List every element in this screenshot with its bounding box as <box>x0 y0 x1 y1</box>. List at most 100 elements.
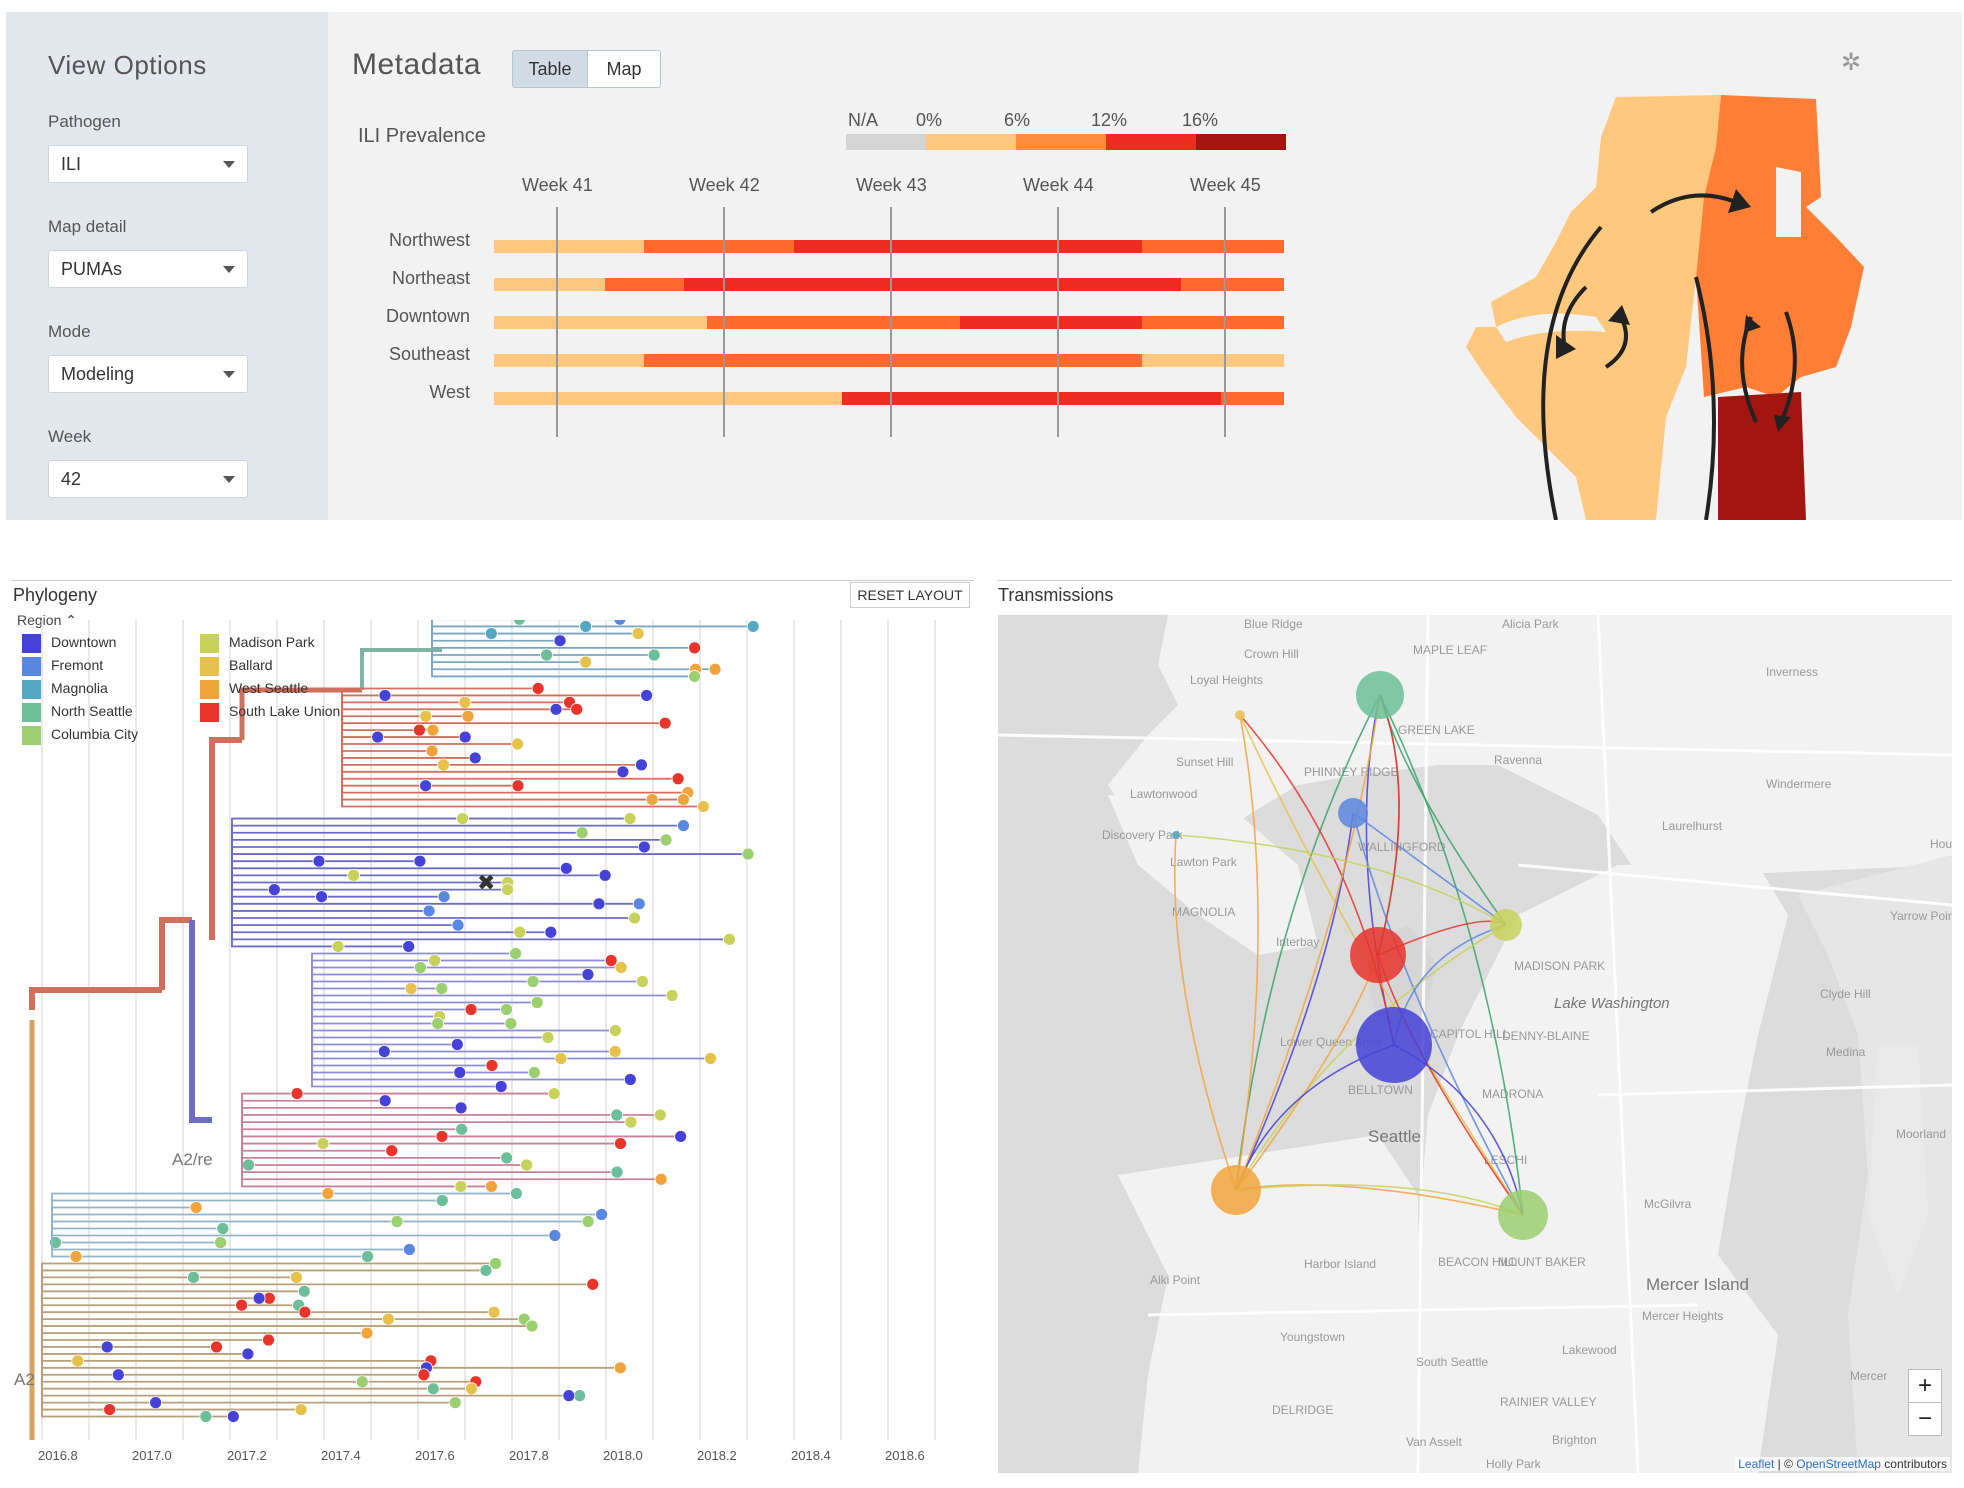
tree-tip[interactable] <box>312 854 326 868</box>
tree-tip[interactable] <box>426 1382 440 1396</box>
tree-tip[interactable] <box>316 1137 330 1150</box>
tree-tip[interactable] <box>688 670 702 683</box>
tree-tip[interactable] <box>252 1291 266 1305</box>
tree-tip[interactable] <box>262 1333 275 1347</box>
tree-tip[interactable] <box>100 1340 114 1354</box>
tree-tip[interactable] <box>592 897 606 911</box>
tree-tip[interactable] <box>586 1277 600 1291</box>
tree-tip[interactable] <box>413 854 427 868</box>
tree-tip[interactable] <box>431 1017 445 1030</box>
tree-tip[interactable] <box>417 1368 431 1382</box>
tree-tip[interactable] <box>570 702 584 716</box>
tree-tip[interactable] <box>448 1396 462 1410</box>
region-node[interactable] <box>1498 1190 1548 1240</box>
region-node[interactable] <box>1356 671 1404 719</box>
tree-tip[interactable] <box>704 1052 717 1065</box>
region-node[interactable] <box>1356 1007 1432 1083</box>
tree-tip[interactable] <box>187 1270 200 1284</box>
tree-tip[interactable] <box>461 709 475 723</box>
tree-tip[interactable] <box>645 793 659 806</box>
tree-tip[interactable] <box>321 1187 335 1200</box>
tree-tip[interactable] <box>437 758 450 772</box>
tree-tip[interactable] <box>419 779 433 793</box>
tree-tip[interactable] <box>315 890 328 904</box>
tree-tip[interactable] <box>579 655 593 669</box>
tree-tip[interactable] <box>468 751 482 765</box>
tree-tip[interactable] <box>511 779 525 793</box>
tree-tip[interactable] <box>575 826 589 840</box>
tree-tip[interactable] <box>419 709 433 723</box>
tree-tip[interactable] <box>636 975 649 988</box>
tree-tip[interactable] <box>465 1382 478 1396</box>
tree-tip[interactable] <box>378 1094 392 1108</box>
tree-tip[interactable] <box>509 947 522 960</box>
gear-icon[interactable]: ✲ <box>1841 49 1862 76</box>
tree-tip[interactable] <box>608 1045 622 1058</box>
tab-table[interactable]: Table <box>512 50 588 88</box>
tree-tip[interactable] <box>435 1130 449 1143</box>
tree-tip[interactable] <box>559 861 573 875</box>
tree-tip[interactable] <box>541 1031 555 1044</box>
tree-tip[interactable] <box>414 961 427 974</box>
tree-tip[interactable] <box>458 695 472 709</box>
tree-tip[interactable] <box>665 989 679 1002</box>
tree-tip[interactable] <box>360 1326 374 1340</box>
leaflet-link[interactable]: Leaflet <box>1738 1457 1775 1471</box>
tree-tip[interactable] <box>613 620 627 626</box>
tree-tip[interactable] <box>671 772 685 786</box>
tree-tip[interactable] <box>581 968 595 981</box>
tree-tip[interactable] <box>290 1087 304 1100</box>
tree-tip[interactable] <box>631 627 645 640</box>
tree-tip[interactable] <box>241 1347 255 1361</box>
tree-tip[interactable] <box>632 897 646 911</box>
tree-tip[interactable] <box>598 868 612 882</box>
tree-tip[interactable] <box>149 1396 163 1410</box>
tree-tip[interactable] <box>623 1073 637 1086</box>
tree-tip[interactable] <box>504 1017 518 1030</box>
tree-tip[interactable] <box>573 1389 587 1403</box>
zoom-out-button[interactable]: − <box>1908 1402 1942 1436</box>
tree-tip[interactable] <box>659 833 673 847</box>
tree-tip[interactable] <box>458 730 472 744</box>
map-detail-select[interactable]: PUMAs <box>48 250 248 288</box>
tree-tip[interactable] <box>290 1270 303 1284</box>
tree-tip[interactable] <box>489 1257 502 1270</box>
tree-tip[interactable] <box>494 1080 508 1093</box>
tree-tip[interactable] <box>210 1340 223 1354</box>
tree-tip[interactable] <box>647 648 661 662</box>
tree-tip[interactable] <box>454 1180 468 1193</box>
tree-tip[interactable] <box>688 641 702 655</box>
zoom-in-button[interactable]: + <box>1908 1369 1942 1403</box>
tree-tip[interactable] <box>71 1354 85 1368</box>
tree-tip[interactable] <box>677 819 690 833</box>
tree-tip[interactable] <box>610 1165 624 1179</box>
tree-tip[interactable] <box>189 1201 203 1214</box>
tree-tip[interactable] <box>402 1243 416 1256</box>
tree-tip[interactable] <box>347 868 361 882</box>
region-node[interactable] <box>1338 798 1368 828</box>
tree-tip[interactable] <box>513 925 527 939</box>
tree-tip[interactable] <box>216 1222 230 1235</box>
tree-tip[interactable] <box>530 996 544 1009</box>
tab-map[interactable]: Map <box>587 50 661 88</box>
reset-layout-button[interactable]: RESET LAYOUT <box>850 582 970 608</box>
tree-tip[interactable] <box>548 1229 562 1242</box>
tree-tip[interactable] <box>402 940 416 953</box>
tree-tip[interactable] <box>610 1108 624 1122</box>
tree-tip[interactable] <box>746 620 760 633</box>
tree-tip[interactable] <box>628 911 642 925</box>
tree-tip[interactable] <box>531 682 545 695</box>
week-select[interactable]: 42 <box>48 460 248 498</box>
tree-tip[interactable] <box>456 812 469 825</box>
tree-tip[interactable] <box>614 1137 627 1150</box>
tree-tip[interactable] <box>637 840 651 854</box>
tree-tip[interactable] <box>69 1250 83 1263</box>
tree-tip[interactable] <box>501 883 514 897</box>
tree-tip[interactable] <box>371 730 385 744</box>
tree-tip[interactable] <box>526 975 540 988</box>
tree-tip[interactable] <box>500 1003 513 1016</box>
tree-tip[interactable] <box>485 1059 499 1072</box>
tree-tip[interactable] <box>512 620 526 626</box>
tree-tip[interactable] <box>267 883 281 897</box>
tree-tip[interactable] <box>609 1024 622 1037</box>
